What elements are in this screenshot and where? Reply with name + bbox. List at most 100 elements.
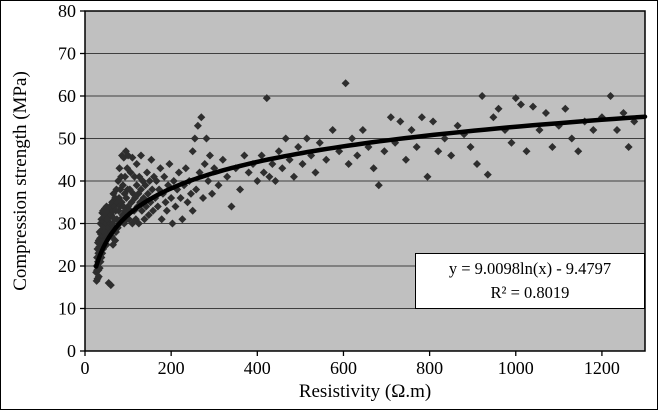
scatter-point [176, 194, 185, 202]
x-tick-label: 200 [158, 358, 185, 378]
x-tick-label: 400 [244, 358, 271, 378]
scatter-point [396, 117, 405, 126]
scatter-point [478, 92, 487, 100]
scatter-point [195, 168, 204, 177]
scatter-point [374, 181, 383, 190]
scatter-point [128, 153, 137, 162]
scatter-point [348, 134, 357, 143]
scatter-point [423, 172, 432, 181]
scatter-point [186, 189, 195, 198]
scatter-point [548, 143, 557, 151]
scatter-point [214, 181, 223, 190]
scatter-point [274, 147, 283, 156]
scatter-point [561, 104, 570, 113]
scatter-point [111, 236, 120, 245]
scatter-point [244, 168, 253, 177]
scatter-point [271, 177, 280, 185]
scatter-point [440, 134, 449, 143]
scatter-point [156, 164, 165, 173]
scatter-point [115, 164, 124, 173]
scatter-point [466, 143, 475, 151]
scatter-point [171, 202, 180, 211]
scatter-point [417, 113, 426, 122]
scatter-point [188, 147, 197, 156]
scatter-point [183, 198, 192, 207]
scatter-point [143, 189, 152, 198]
scatter-point [192, 185, 201, 194]
y-tick-label: 50 [58, 129, 76, 149]
y-tick-label: 80 [58, 1, 76, 21]
x-tick-label: 0 [81, 358, 90, 378]
scatter-point [589, 126, 598, 134]
scatter-point [94, 272, 103, 281]
scatter-point [106, 281, 115, 290]
scatter-point [574, 147, 583, 156]
scatter-point [380, 147, 389, 156]
trendline [93, 114, 648, 269]
scatter-point [122, 194, 131, 202]
scatter-point [137, 185, 145, 194]
scatter-point [489, 113, 498, 122]
scatter-point [200, 160, 209, 168]
scatter-point [190, 134, 199, 143]
scatter-point [126, 168, 135, 177]
trendline-equation-box: y = 9.0098ln(x) - 9.4797 R² = 0.8019 [415, 253, 645, 309]
scatter-point [268, 160, 277, 168]
x-tick-label: 1200 [584, 358, 620, 378]
scatter-point [507, 138, 516, 147]
scatter-point [369, 164, 378, 173]
scatter-point [118, 181, 127, 190]
scatter-point [165, 160, 174, 168]
scatter-point [174, 168, 183, 177]
scatter-point [227, 202, 236, 211]
scatter-point [529, 102, 537, 111]
scatter-point [204, 177, 213, 185]
scatter-point [134, 219, 143, 228]
y-tick-label: 0 [67, 341, 76, 361]
y-tick-label: 20 [58, 256, 76, 276]
scatter-point [145, 177, 154, 185]
trendline-equation: y = 9.0098ln(x) - 9.4797 [448, 259, 612, 278]
trendline-r-squared: R² = 0.8019 [490, 282, 570, 302]
scatter-point [259, 168, 268, 177]
scatter-point [188, 206, 197, 215]
scatter-point [143, 168, 152, 177]
scatter-point [535, 126, 544, 134]
scatter-point [132, 160, 141, 168]
scatter-point [160, 172, 169, 181]
scatter-point [278, 164, 287, 173]
scatter-point [218, 155, 227, 164]
scatter-point [167, 194, 176, 202]
scatter-point [144, 211, 153, 219]
scatter-point [613, 126, 621, 134]
scatter-point [140, 215, 149, 224]
scatter-point [121, 172, 130, 181]
scatter-point [315, 138, 324, 147]
scatter-point [178, 215, 187, 224]
x-tick-label: 600 [330, 358, 357, 378]
y-tick-label: 60 [58, 86, 76, 106]
x-tick-label: 1000 [498, 358, 534, 378]
scatter-point [328, 126, 337, 134]
scatter-point [240, 151, 249, 160]
scatter-point [147, 155, 156, 164]
scatter-point [311, 168, 320, 177]
scatter-point [132, 181, 141, 190]
scatter-point [199, 194, 208, 202]
scatter-point [289, 172, 298, 181]
plot-border [84, 10, 646, 352]
scatter-point [137, 206, 146, 215]
scatter-point [262, 94, 271, 103]
x-axis-title: Resistivity (Ω.m) [298, 381, 432, 402]
scatter-point [169, 177, 178, 185]
scatter-point [253, 177, 262, 185]
scatter-point [447, 151, 456, 160]
scatter-point [401, 155, 410, 164]
scatter-point [516, 100, 525, 109]
scatter-point [483, 170, 492, 179]
scatter-point [161, 198, 170, 207]
scatter-point [294, 143, 303, 151]
scatter-point [429, 117, 438, 126]
scatter-point [130, 172, 139, 181]
